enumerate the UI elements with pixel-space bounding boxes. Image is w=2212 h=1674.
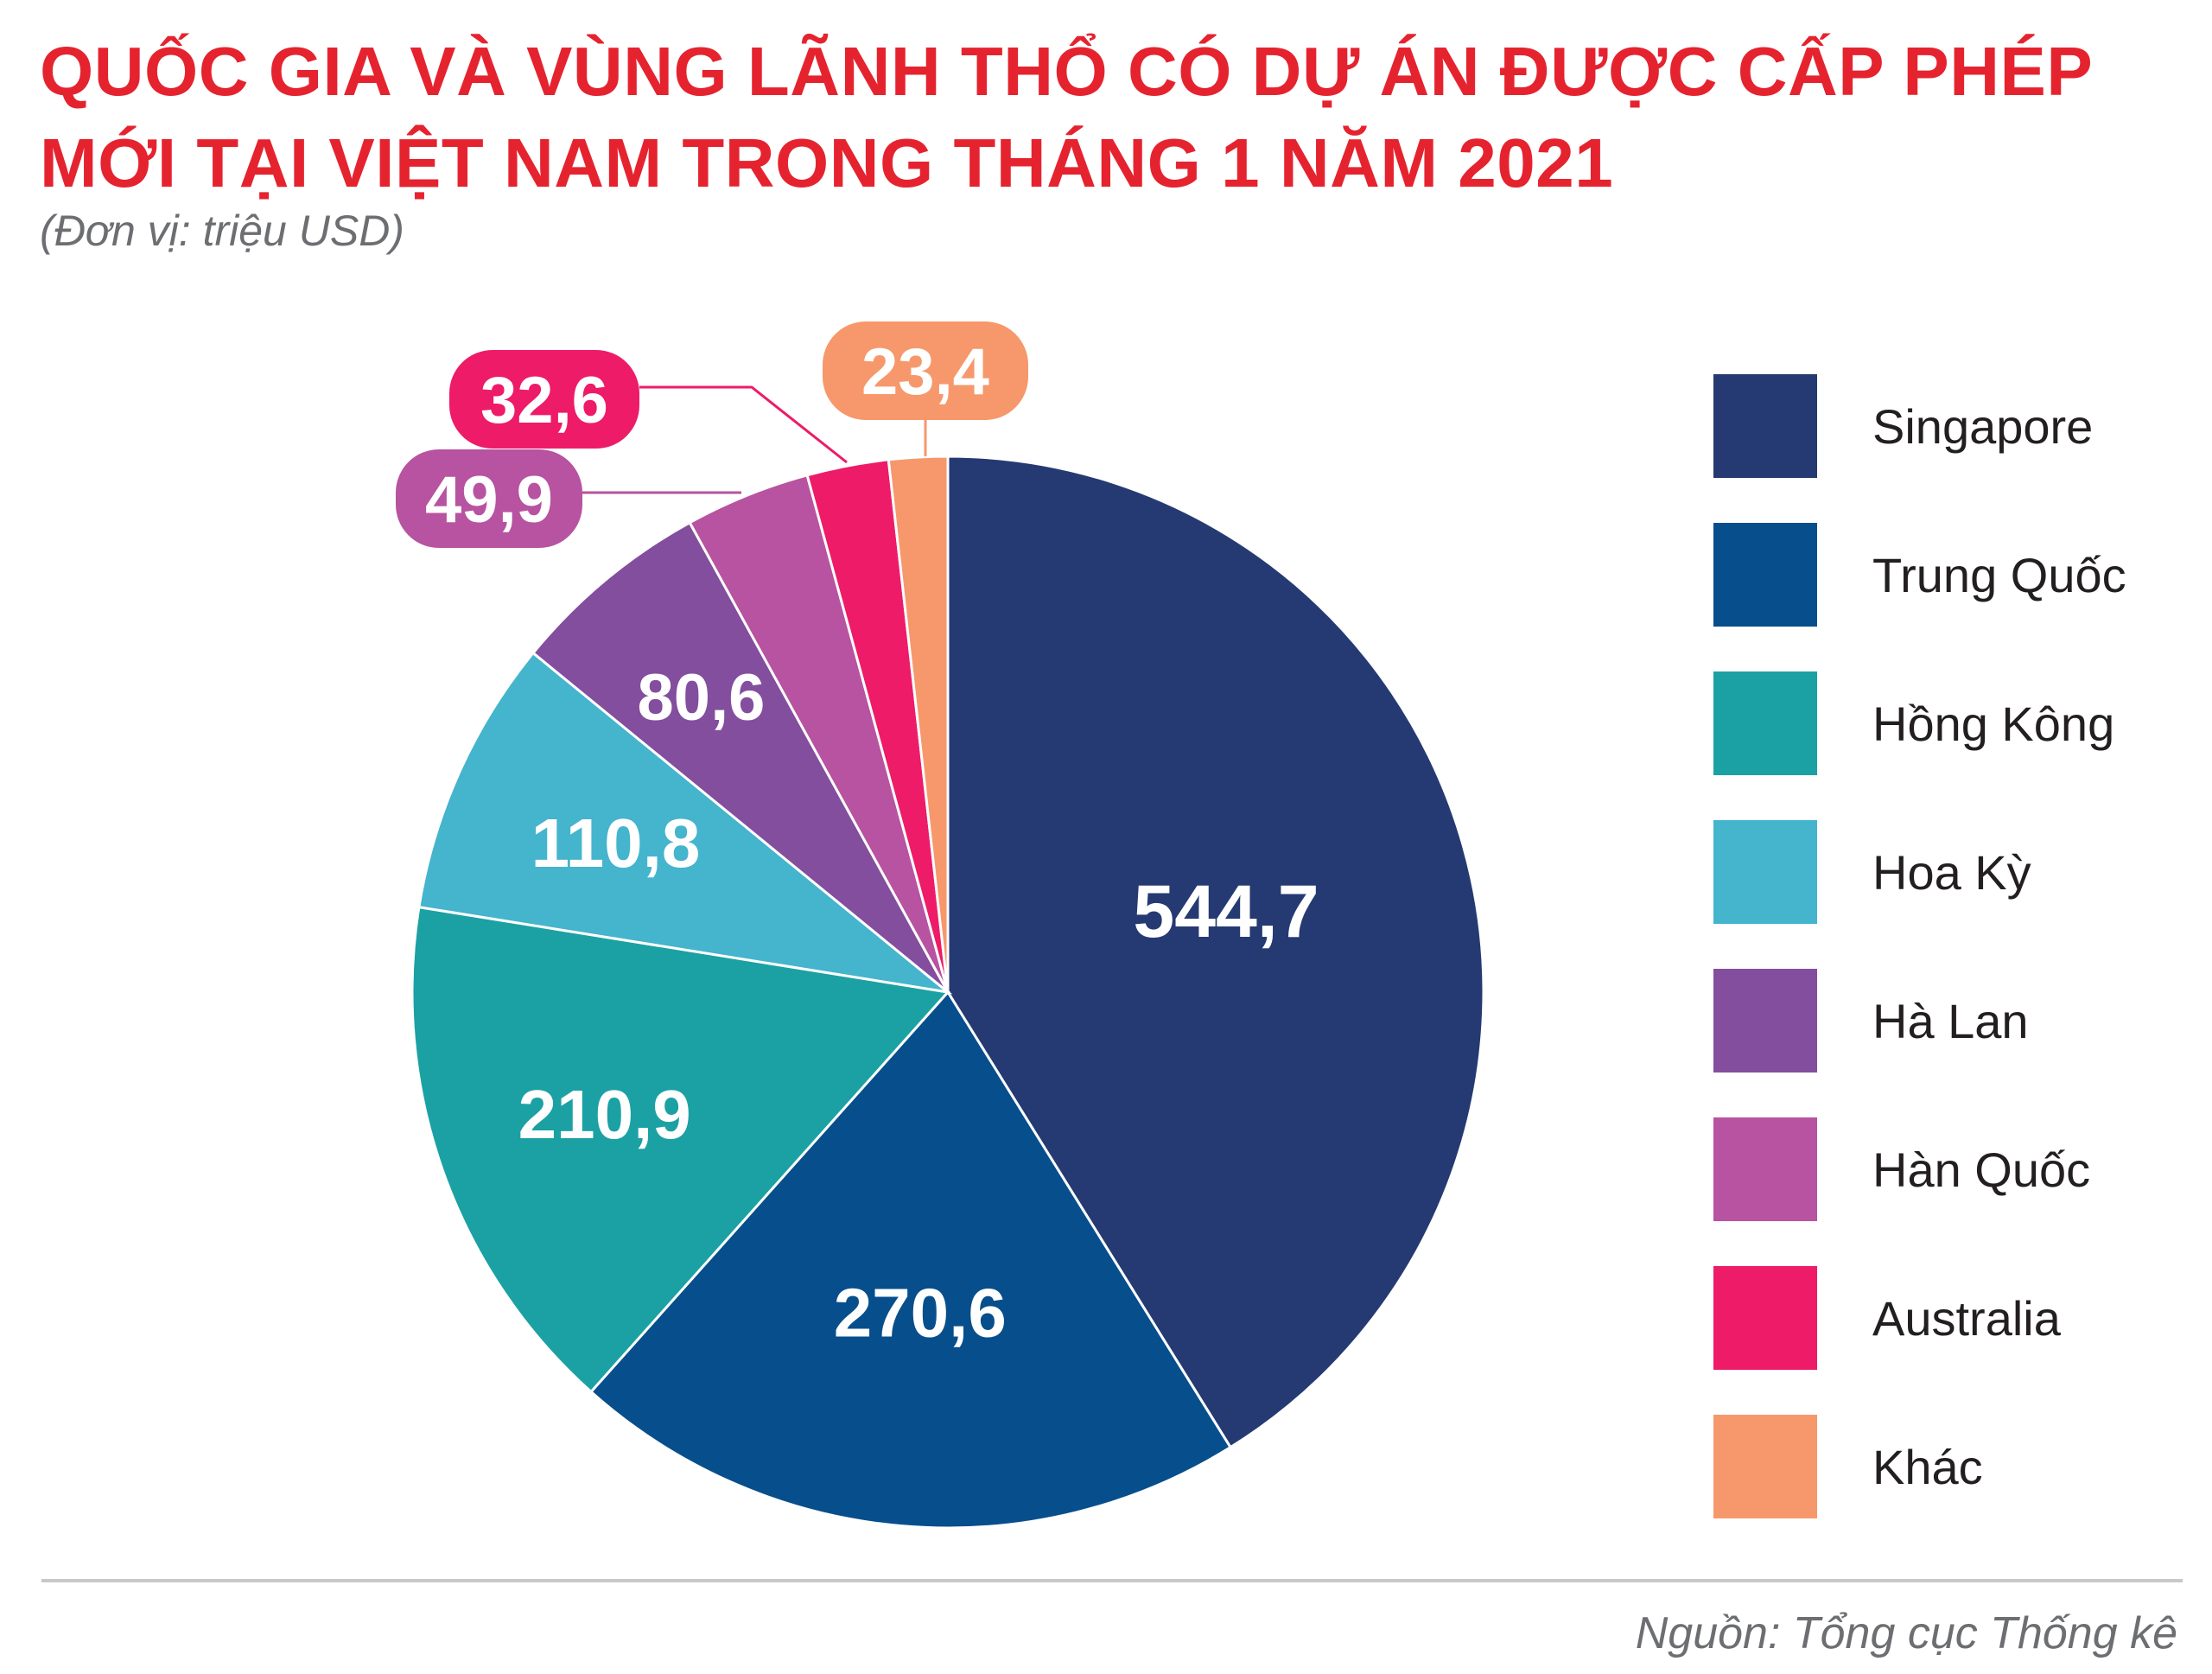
callout-box-5 [396,449,582,548]
legend-item: Hà Lan [1713,946,2126,1095]
pie-slice-0 [946,455,1485,1449]
slice-value-label-6: 32,6 [480,364,608,437]
slice-value-label-0: 544,7 [1133,870,1319,953]
footer-divider [41,1579,2183,1582]
legend-label: Khác [1872,1439,1983,1494]
legend-label: Hồng Kông [1872,696,2115,751]
legend-swatch [1713,523,1817,627]
slice-value-label-3: 110,8 [531,805,701,882]
legend-swatch [1713,1415,1817,1518]
legend-item: Hoa Kỳ [1713,798,2126,946]
slice-value-label-1: 270,6 [834,1275,1007,1352]
legend-label: Hà Lan [1872,993,2029,1048]
pie-slice-7 [887,455,950,993]
legend-swatch [1713,374,1817,478]
chart-title: QUỐC GIA VÀ VÙNG LÃNH THỔ CÓ DỰ ÁN ĐƯỢC … [40,33,2092,201]
slice-value-label-5: 49,9 [425,463,553,537]
chart-unit-subtitle: (Đơn vị: triệu USD) [40,207,404,255]
legend-label: Trung Quốc [1872,547,2126,602]
pie-slice-4 [531,520,950,994]
slice-value-label-2: 210,9 [518,1076,691,1153]
legend-item: Singapore [1713,352,2126,500]
legend-swatch [1713,969,1817,1073]
legend-label: Hàn Quốc [1872,1142,2091,1197]
legend-label: Hoa Kỳ [1872,844,2031,900]
pie-slice-2 [410,905,950,1394]
legend-swatch [1713,672,1817,775]
callout-leader-6 [639,385,848,464]
pie-slice-3 [417,651,953,995]
legend-item: Trung Quốc [1713,500,2126,649]
slice-value-label-7: 23,4 [861,335,989,409]
legend-item: Hàn Quốc [1713,1095,2126,1244]
legend-item: Australia [1713,1244,2126,1392]
legend-label: Singapore [1872,398,2094,454]
slice-value-label-4: 80,6 [638,661,766,735]
legend-swatch [1713,820,1817,924]
chart-legend: Singapore Trung Quốc Hồng Kông Hoa Kỳ Hà Lan… [1713,352,2126,1541]
legend-swatch [1713,1117,1817,1221]
source-note: Nguồn: Tổng cục Thống kê [1635,1608,2177,1658]
callout-box-6 [449,350,639,449]
legend-label: Australia [1872,1290,2061,1346]
legend-swatch [1713,1266,1817,1370]
legend-item: Hồng Kông [1713,649,2126,798]
callout-box-7 [823,321,1028,420]
pie-slice-1 [588,990,1233,1530]
legend-item: Khác [1713,1392,2126,1541]
